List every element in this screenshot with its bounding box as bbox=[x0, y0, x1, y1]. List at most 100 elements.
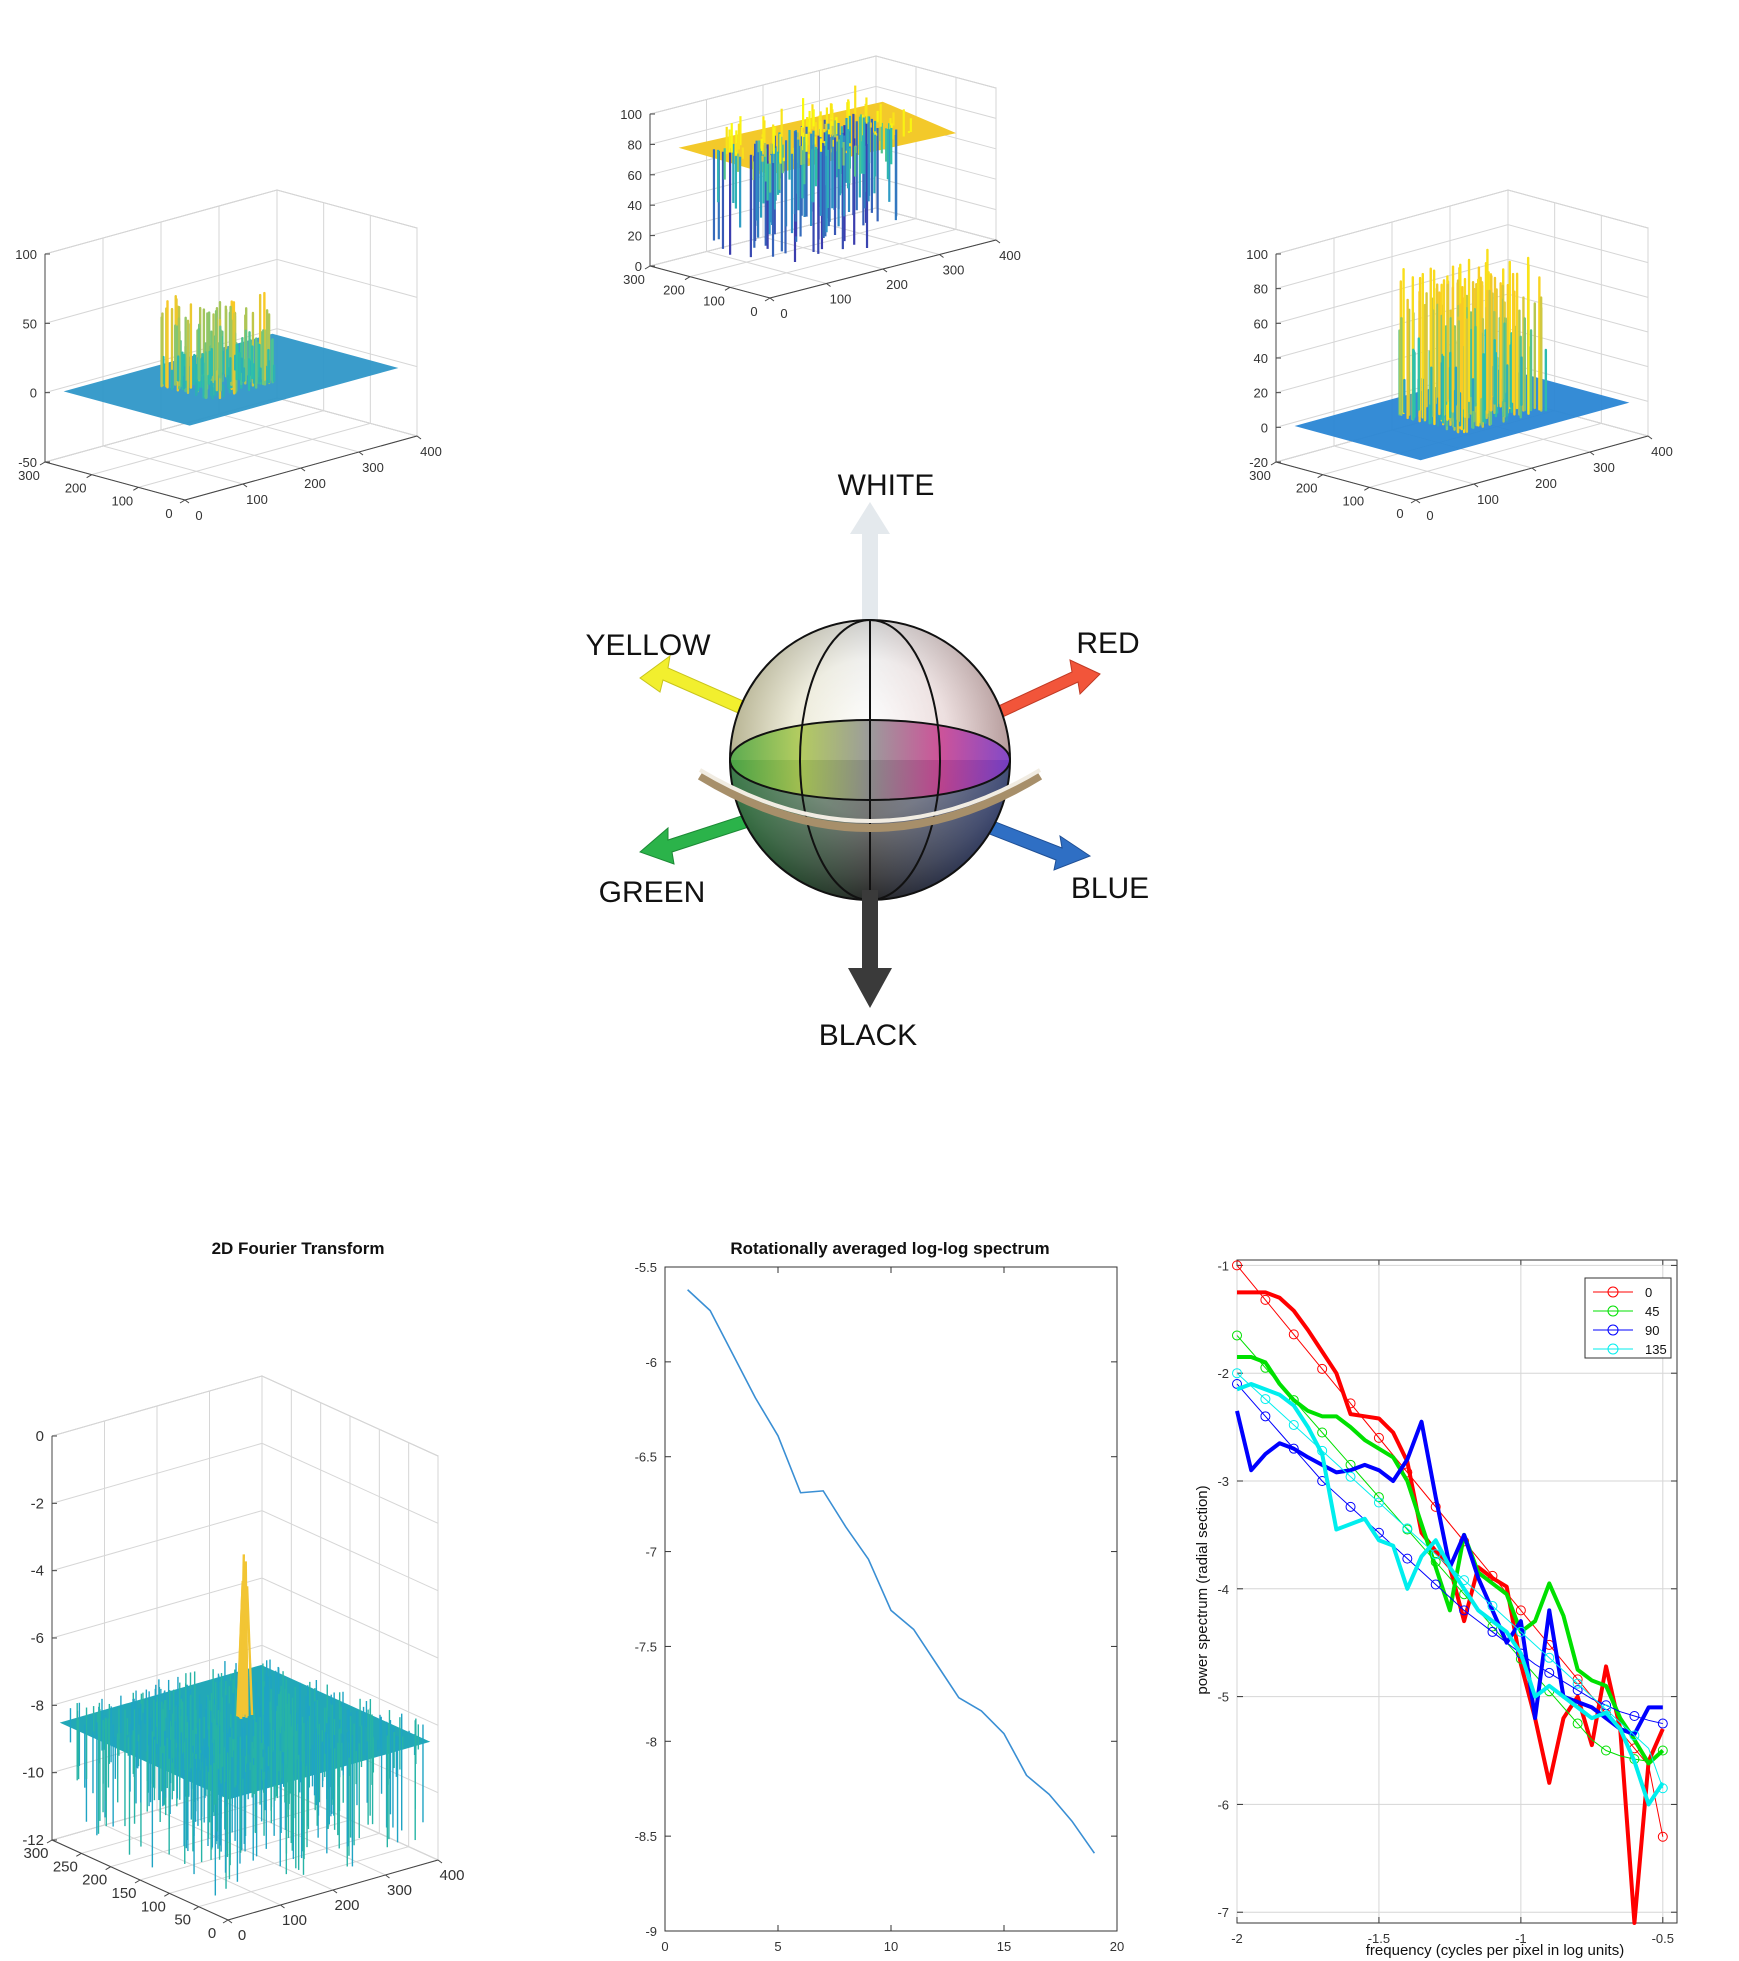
top-surface bbox=[678, 85, 957, 263]
radial-series-marker bbox=[1317, 1427, 1328, 1438]
radial-power-spectrum-chart: frequency (cycles per pixel in log units… bbox=[1175, 1230, 1735, 1961]
top-ztick-label: 40 bbox=[628, 198, 642, 213]
left-xtick bbox=[300, 467, 306, 472]
white-arrow bbox=[850, 502, 890, 644]
radial-series-marker bbox=[1373, 1432, 1384, 1443]
fourier-xtick bbox=[437, 1859, 443, 1864]
right-xtick bbox=[1473, 483, 1479, 488]
label-white: WHITE bbox=[838, 469, 935, 502]
radial-series-marker bbox=[1345, 1501, 1356, 1512]
fourier-ztick-label: -2 bbox=[31, 1495, 44, 1512]
right-xtick-label: 100 bbox=[1477, 492, 1499, 507]
right-ztick-label: 100 bbox=[1246, 247, 1268, 262]
radial-xlabel: frequency (cycles per pixel in log units… bbox=[1366, 1942, 1624, 1959]
left-ytick bbox=[133, 486, 139, 491]
radial-legend: 0 45 90 135 bbox=[1584, 1277, 1672, 1359]
right-surface bbox=[1294, 248, 1630, 461]
left-ytick-label: 100 bbox=[111, 493, 133, 508]
loglog-ytick-label: -7 bbox=[645, 1545, 657, 1560]
right-xtick-label: 200 bbox=[1535, 476, 1557, 491]
left-xtick-label: 200 bbox=[304, 476, 326, 491]
left-ztick-label: 50 bbox=[23, 316, 37, 331]
loglog-ytick-label: -8 bbox=[645, 1734, 657, 1749]
top-ytick bbox=[724, 286, 731, 291]
radial-xtick-label: -2 bbox=[1231, 1931, 1243, 1946]
radial-series-fit bbox=[1236, 1335, 1664, 1762]
right-yaxis bbox=[1275, 461, 1417, 501]
radial-ytick-label: -5 bbox=[1217, 1690, 1229, 1705]
radial-series-marker bbox=[1487, 1570, 1498, 1581]
top-plateau bbox=[678, 101, 957, 175]
radial-series-marker bbox=[1260, 1411, 1271, 1422]
color-sphere-diagram: WHITE YELLOW RED GREEN BLUE BLACK bbox=[560, 460, 1180, 1060]
fourier-ytick-label: 250 bbox=[53, 1858, 78, 1875]
color-sphere-svg: WHITE YELLOW RED GREEN BLUE BLACK bbox=[585, 469, 1149, 1052]
loglog-ytick-label: -6.5 bbox=[635, 1450, 657, 1465]
radial-ytick-label: -7 bbox=[1217, 1905, 1229, 1920]
fourier-ytick-label: 200 bbox=[82, 1872, 107, 1889]
fourier-ztick-label: -6 bbox=[31, 1630, 44, 1647]
left-wall-side bbox=[276, 189, 418, 437]
right-ytick bbox=[1410, 499, 1417, 504]
radial-series-marker bbox=[1288, 1329, 1299, 1340]
radial-series-marker bbox=[1657, 1783, 1668, 1794]
fourier-xtick-label: 100 bbox=[282, 1912, 307, 1929]
fourier-xtick bbox=[332, 1889, 338, 1894]
fourier-ztick-label: -4 bbox=[31, 1563, 44, 1580]
right-ytick bbox=[1270, 461, 1277, 466]
radial-series-marker bbox=[1601, 1745, 1612, 1756]
loglog-xtick-label: 15 bbox=[997, 1939, 1011, 1954]
top-xtick-label: 300 bbox=[943, 263, 965, 278]
left-ytick bbox=[86, 474, 92, 479]
left-surface bbox=[63, 291, 399, 426]
radial-ytick-label: -1 bbox=[1217, 1258, 1229, 1273]
hue-ring bbox=[697, 768, 1043, 832]
right-xtick bbox=[1531, 467, 1537, 472]
fourier-ztick-label: -8 bbox=[31, 1697, 44, 1714]
radial-legend-box bbox=[1584, 1277, 1672, 1359]
top-ztick-label: 0 bbox=[635, 259, 642, 274]
loglog-series bbox=[687, 1289, 1096, 1854]
fourier-peak bbox=[239, 1590, 246, 1719]
label-black: BLACK bbox=[819, 1019, 917, 1052]
radial-series-marker bbox=[1572, 1685, 1583, 1696]
top-xtick-label: 0 bbox=[780, 306, 787, 321]
loglog-plot-area bbox=[664, 1266, 1118, 1932]
right-ztick-label: 40 bbox=[1254, 351, 1268, 366]
label-blue: BLUE bbox=[1071, 872, 1149, 905]
left-ytick bbox=[39, 461, 46, 466]
loglog-axes: 0 5 10 15 20 -5.5 -6 -6.5 -7 -7.5 -8 -8.5 -9 bbox=[635, 1260, 1125, 1954]
loglog-ytick-label: -5.5 bbox=[635, 1260, 657, 1275]
radial-series-marker bbox=[1657, 1831, 1668, 1842]
loglog-series-line bbox=[687, 1289, 1096, 1854]
fourier-ytick-label: 300 bbox=[23, 1845, 48, 1862]
black-arrow bbox=[848, 890, 892, 1008]
top-ytick-label: 200 bbox=[663, 283, 685, 298]
label-green: GREEN bbox=[599, 876, 706, 909]
fourier-ztick-label: 0 bbox=[36, 1428, 44, 1445]
loglog-xtick-label: 20 bbox=[1110, 1939, 1124, 1954]
radial-series-marker bbox=[1657, 1718, 1668, 1729]
loglog-ytick-label: -6 bbox=[645, 1355, 657, 1370]
right-xtick-label: 0 bbox=[1426, 508, 1433, 523]
radial-series-marker bbox=[1345, 1471, 1356, 1482]
left-ztick-label: -50 bbox=[18, 455, 37, 470]
top-xtick-label: 200 bbox=[886, 277, 908, 292]
top-ytick-label: 300 bbox=[623, 272, 645, 287]
label-yellow: YELLOW bbox=[585, 629, 711, 662]
top-xtick bbox=[939, 254, 944, 258]
right-ztick-label: 80 bbox=[1254, 282, 1268, 297]
fourier-xtick-label: 0 bbox=[238, 1927, 246, 1944]
fourier-transform-svg: 2D Fourier Transform 0 100 200 300 400 0 50 100… bbox=[22, 1239, 464, 1944]
fourier-xtick bbox=[280, 1904, 285, 1909]
top-ztick-label: 80 bbox=[628, 137, 642, 152]
fourier-xtick bbox=[385, 1874, 390, 1879]
radial-series-marker bbox=[1572, 1678, 1583, 1689]
top-xtick-label: 400 bbox=[999, 248, 1021, 263]
radial-series-marker bbox=[1402, 1523, 1413, 1534]
radial-series-marker bbox=[1317, 1445, 1328, 1456]
radial-power-spectrum-svg: frequency (cycles per pixel in log units… bbox=[1194, 1258, 1678, 1959]
radial-series-marker bbox=[1459, 1605, 1470, 1616]
